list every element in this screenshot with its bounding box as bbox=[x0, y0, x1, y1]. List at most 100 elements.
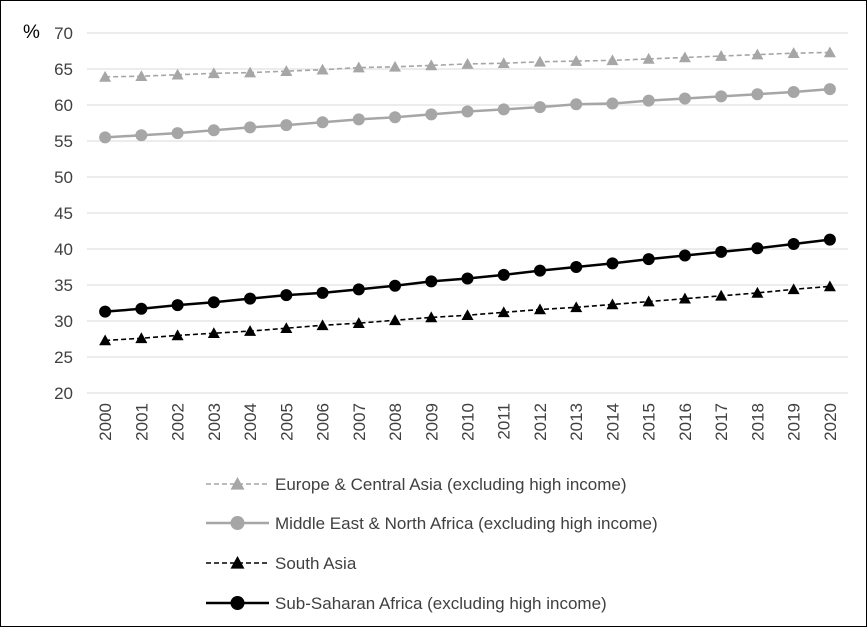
series-4 bbox=[99, 233, 836, 318]
x-tick-label: 2008 bbox=[386, 403, 405, 441]
legend-swatch-marker bbox=[230, 477, 245, 490]
data-point bbox=[787, 237, 800, 250]
data-point bbox=[425, 108, 438, 121]
data-point bbox=[823, 233, 836, 246]
data-point bbox=[352, 61, 365, 73]
y-tick-label: 40 bbox=[54, 240, 73, 259]
data-point bbox=[606, 298, 619, 310]
x-tick-label: 2012 bbox=[531, 403, 550, 441]
data-point bbox=[642, 94, 655, 107]
x-tick-label: 2015 bbox=[640, 403, 659, 441]
x-tick-label: 2003 bbox=[205, 403, 224, 441]
legend-swatch-marker bbox=[230, 516, 245, 530]
data-point bbox=[171, 127, 184, 140]
x-tick-label: 2011 bbox=[495, 403, 514, 440]
data-point bbox=[352, 113, 365, 126]
data-point bbox=[678, 92, 691, 105]
x-tick-label: 2016 bbox=[676, 403, 695, 441]
data-point bbox=[316, 319, 329, 331]
legend: Europe & Central Asia (excluding high in… bbox=[206, 475, 658, 613]
data-point bbox=[461, 105, 474, 118]
data-point bbox=[280, 289, 293, 302]
data-point bbox=[280, 119, 293, 132]
x-tick-label: 2020 bbox=[821, 403, 840, 441]
data-point bbox=[389, 314, 402, 326]
data-point bbox=[389, 279, 402, 292]
data-point bbox=[171, 68, 184, 80]
data-point bbox=[533, 101, 546, 114]
legend-entry: Sub-Saharan Africa (excluding high incom… bbox=[206, 594, 607, 613]
y-tick-label: 25 bbox=[54, 348, 73, 367]
data-point bbox=[389, 111, 402, 124]
data-point bbox=[207, 296, 220, 309]
data-point bbox=[751, 286, 764, 298]
data-point bbox=[244, 292, 257, 305]
data-point bbox=[244, 325, 257, 336]
data-point bbox=[533, 55, 546, 67]
data-point bbox=[280, 65, 293, 76]
legend-swatch-marker bbox=[230, 556, 245, 569]
data-point bbox=[171, 299, 184, 312]
data-point bbox=[787, 86, 800, 99]
data-point bbox=[570, 98, 583, 111]
data-point bbox=[99, 70, 112, 82]
data-point bbox=[316, 63, 329, 75]
data-point bbox=[606, 54, 619, 66]
data-point bbox=[533, 303, 546, 315]
x-tick-label: 2018 bbox=[748, 403, 767, 441]
data-point bbox=[678, 51, 691, 63]
data-point bbox=[244, 66, 257, 78]
data-point bbox=[642, 52, 655, 64]
x-tick-label: 2002 bbox=[169, 403, 188, 441]
x-tick-label: 2005 bbox=[277, 403, 296, 441]
data-point bbox=[823, 46, 836, 58]
data-point bbox=[751, 88, 764, 101]
x-tick-label: 2019 bbox=[785, 403, 804, 441]
data-point bbox=[715, 245, 728, 258]
data-point bbox=[280, 322, 293, 333]
legend-entry: South Asia bbox=[206, 554, 357, 573]
y-tick-label: 65 bbox=[54, 60, 73, 79]
x-tick-label: 2013 bbox=[567, 403, 586, 441]
data-point bbox=[425, 275, 438, 288]
data-point bbox=[715, 50, 728, 61]
data-point bbox=[352, 317, 365, 328]
data-point bbox=[244, 121, 257, 134]
y-axis-unit-label: % bbox=[23, 22, 40, 43]
data-point bbox=[751, 242, 764, 255]
x-tick-label: 2004 bbox=[241, 403, 260, 441]
y-tick-label: 35 bbox=[54, 276, 73, 295]
series-2 bbox=[99, 83, 836, 144]
data-point bbox=[678, 292, 691, 304]
y-tick-label: 55 bbox=[54, 132, 73, 151]
legend-label: Middle East & North Africa (excluding hi… bbox=[275, 514, 658, 533]
data-point bbox=[352, 283, 365, 296]
x-tick-label: 2009 bbox=[422, 403, 441, 441]
data-point bbox=[570, 261, 583, 273]
data-point bbox=[461, 309, 474, 321]
data-point bbox=[461, 272, 474, 285]
data-point bbox=[135, 129, 148, 142]
data-point bbox=[715, 289, 728, 301]
y-tick-label: 50 bbox=[54, 168, 73, 187]
data-point bbox=[99, 305, 112, 318]
x-tick-label: 2017 bbox=[712, 403, 731, 441]
data-point bbox=[497, 103, 510, 116]
x-tick-label: 2000 bbox=[96, 403, 115, 441]
gridlines bbox=[87, 32, 848, 394]
data-point bbox=[497, 57, 510, 69]
data-point bbox=[207, 67, 220, 79]
data-point bbox=[135, 302, 148, 315]
data-point bbox=[823, 280, 836, 292]
data-point bbox=[787, 47, 800, 58]
x-tick-label: 2007 bbox=[350, 403, 369, 441]
data-point bbox=[135, 332, 148, 344]
data-point bbox=[461, 57, 474, 69]
data-point bbox=[135, 70, 148, 81]
data-point bbox=[497, 268, 510, 281]
series-group bbox=[99, 46, 836, 346]
data-point bbox=[606, 257, 619, 270]
data-point bbox=[99, 131, 112, 144]
data-point bbox=[497, 306, 510, 318]
data-point bbox=[389, 60, 402, 72]
